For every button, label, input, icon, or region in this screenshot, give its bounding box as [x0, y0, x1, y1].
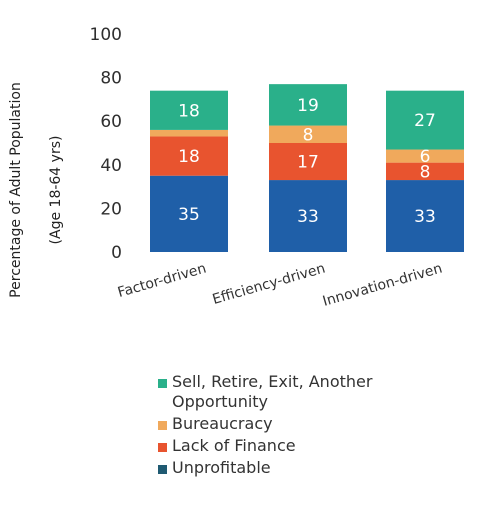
y-tick-80: 80 [100, 69, 122, 89]
bar-factor-driven-lack-of-finance [150, 136, 228, 176]
x-tick-innovation-driven: Innovation-driven [321, 260, 444, 309]
y-tick-100: 100 [90, 25, 122, 45]
data-label-efficiency-driven-lack-of-finance: 17 [297, 153, 319, 173]
legend-item-bureaucracy: Bureaucracy [158, 414, 473, 434]
bar-efficiency-driven-lack-of-finance [269, 143, 347, 181]
x-tick-factor-driven: Factor-driven [116, 260, 208, 301]
legend-swatch-sell-retire [158, 379, 167, 388]
bar-factor-driven-bureaucracy [150, 129, 228, 137]
data-label-innovation-driven-unprofitable: 33 [414, 207, 436, 227]
y-axis-label-line-1: Percentage of Adult Population [8, 82, 24, 298]
x-tick-efficiency-driven: Efficiency-driven [211, 260, 327, 308]
bar-efficiency-driven-sell-retire-exit-another-opportunity [269, 84, 347, 126]
legend-label-sell-retire: Sell, Retire, Exit, Another Opportunity [172, 372, 373, 411]
y-axis-label-line-2: (Age 18-64 yrs) [48, 136, 64, 245]
bar-factor-driven-sell-retire-exit-another-opportunity [150, 90, 228, 130]
y-tick-40: 40 [100, 156, 122, 176]
legend-item-unprofitable: Unprofitable [158, 458, 473, 478]
legend-item-lack-of-finance: Lack of Finance [158, 436, 473, 456]
bar-factor-driven-unprofitable [150, 175, 228, 252]
bar-efficiency-driven-unprofitable [269, 180, 347, 252]
data-label-factor-driven-unprofitable: 35 [178, 205, 200, 225]
data-label-innovation-driven-bureaucracy: 6 [420, 147, 431, 167]
bar-innovation-driven-sell-retire-exit-another-opportunity [386, 90, 464, 150]
legend-item-sell-retire: Sell, Retire, Exit, Another Opportunity [158, 372, 473, 412]
legend-label-bureaucracy: Bureaucracy [172, 414, 273, 433]
data-label-factor-driven-lack-of-finance: 18 [178, 147, 200, 167]
data-label-factor-driven-sell-retire-exit-another-opportunity: 18 [178, 101, 200, 121]
y-axis-label: Percentage of Adult Population (Age 18-6… [8, 82, 64, 298]
bar-innovation-driven-lack-of-finance [386, 162, 464, 181]
data-label-efficiency-driven-unprofitable: 33 [297, 207, 319, 227]
x-axis-ticks: Factor-driven Efficiency-drivenInnovation… [116, 260, 444, 309]
data-label-innovation-driven-lack-of-finance: 8 [420, 162, 431, 182]
legend-label-unprofitable: Unprofitable [172, 458, 271, 477]
bar-innovation-driven-unprofitable [386, 180, 464, 252]
y-tick-0: 0 [111, 243, 122, 263]
y-axis-ticks: 0 20 40 60 80 100 [90, 25, 122, 263]
bar-efficiency-driven-bureaucracy [269, 125, 347, 143]
data-label-innovation-driven-sell-retire-exit-another-opportunity: 27 [414, 111, 436, 131]
legend: Sell, Retire, Exit, Another Opportunity … [158, 372, 473, 480]
legend-swatch-unprofitable [158, 465, 167, 474]
bar-innovation-driven-bureaucracy [386, 149, 464, 163]
y-tick-20: 20 [100, 199, 122, 219]
legend-swatch-lack-of-finance [158, 443, 167, 452]
legend-swatch-bureaucracy [158, 421, 167, 430]
y-tick-60: 60 [100, 112, 122, 132]
data-label-efficiency-driven-sell-retire-exit-another-opportunity: 19 [297, 96, 319, 116]
legend-label-lack-of-finance: Lack of Finance [172, 436, 296, 455]
data-label-efficiency-driven-bureaucracy: 8 [303, 125, 314, 145]
